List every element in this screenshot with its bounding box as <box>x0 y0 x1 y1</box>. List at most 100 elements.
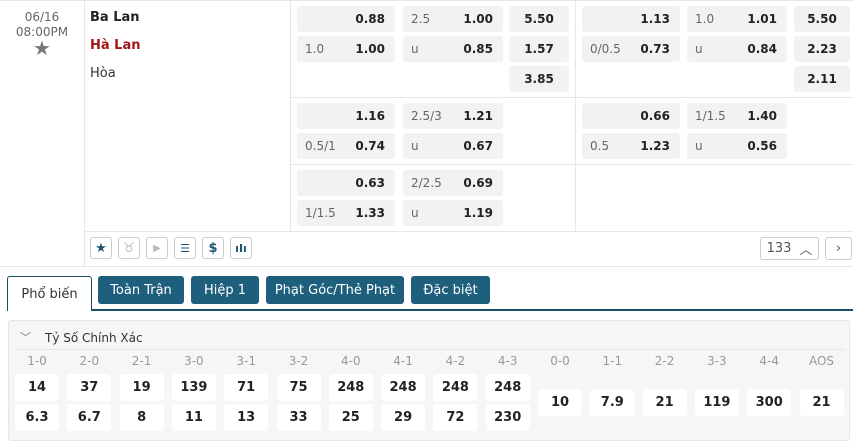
line-value: u <box>411 206 419 220</box>
chevron-right-icon: › <box>835 241 842 256</box>
odds-value: 0.88 <box>355 12 385 26</box>
score-odds[interactable]: 248 <box>381 374 426 401</box>
score-odds[interactable]: 248 <box>328 374 373 401</box>
score-label: 4-3 <box>497 354 518 368</box>
score-odds[interactable]: 14 <box>15 374 59 401</box>
line-value: u <box>695 42 703 56</box>
tab-phat-goc[interactable]: Phạt Góc/Thẻ Phạt <box>266 276 404 304</box>
odds-value: 0.67 <box>463 139 493 153</box>
score-odds[interactable]: 25 <box>328 404 373 431</box>
chevron-up-icon: ︿ <box>799 243 813 258</box>
score-odds[interactable]: 29 <box>381 404 426 431</box>
over-under-cell[interactable]: u 0.67 <box>403 133 503 159</box>
1x2-cell[interactable]: 2.11 <box>794 66 850 92</box>
score-odds[interactable]: 6.7 <box>67 404 112 431</box>
favorite-star-icon[interactable]: ★ <box>33 36 51 60</box>
score-odds[interactable]: 13 <box>224 404 269 431</box>
score-label: 4-1 <box>393 354 413 368</box>
score-odds[interactable]: 7.9 <box>590 389 635 416</box>
handicap-cell[interactable]: 0.63 <box>297 170 395 196</box>
odds-value: 1.21 <box>463 109 493 123</box>
score-odds[interactable]: 75 <box>276 374 321 401</box>
odds-value: 1.00 <box>463 12 493 26</box>
score-odds[interactable]: 248 <box>485 374 530 401</box>
handicap-cell[interactable]: 1/1.5 1.33 <box>297 200 395 226</box>
star-icon[interactable]: ★ <box>90 237 112 259</box>
score-odds[interactable]: 8 <box>119 404 164 431</box>
odds-value: 5.50 <box>807 12 837 26</box>
1x2-cell[interactable]: 5.50 <box>794 6 850 32</box>
over-under-cell[interactable]: 1.0 1.01 <box>687 6 787 32</box>
score-odds[interactable]: 21 <box>642 389 687 416</box>
over-under-cell[interactable]: u 0.84 <box>687 36 787 62</box>
1x2-cell[interactable]: 1.57 <box>509 36 569 62</box>
mascot-icon[interactable]: ♉ <box>118 237 140 259</box>
score-label: 4-2 <box>445 354 466 368</box>
list-icon[interactable]: ☰ <box>174 237 196 259</box>
handicap-cell[interactable]: 1.0 1.00 <box>297 36 395 62</box>
over-under-cell[interactable]: 1/1.5 1.40 <box>687 103 787 129</box>
1x2-cell[interactable]: 2.23 <box>794 36 850 62</box>
over-under-cell[interactable]: 2.5 1.00 <box>403 6 503 32</box>
handicap-cell[interactable]: 1.16 <box>297 103 395 129</box>
odds-value: 0.56 <box>747 139 777 153</box>
next-button[interactable]: › <box>825 237 852 260</box>
score-label: 0-0 <box>550 354 570 368</box>
score-odds[interactable]: 139 <box>171 374 216 401</box>
tab-hiep-1[interactable]: Hiệp 1 <box>191 276 259 304</box>
line-value: 1.0 <box>305 42 325 56</box>
handicap-cell[interactable]: 1.13 <box>582 6 680 32</box>
over-under-cell[interactable]: u 0.56 <box>687 133 787 159</box>
line-value: 2.5 <box>411 12 431 26</box>
odds-value: 2.11 <box>807 72 837 86</box>
away-team[interactable]: Hà Lan <box>90 38 141 53</box>
score-odds[interactable]: 230 <box>485 404 530 431</box>
odds-value: 1.40 <box>747 109 777 123</box>
tab-toan-tran[interactable]: Toàn Trận <box>98 276 184 304</box>
handicap-cell[interactable]: 0.5/1 0.74 <box>297 133 395 159</box>
dollar-icon[interactable]: $ <box>202 237 224 259</box>
over-under-cell[interactable]: 2/2.5 0.69 <box>403 170 503 196</box>
over-under-cell[interactable]: u 1.19 <box>403 200 503 226</box>
odds-value: 2.23 <box>807 42 837 56</box>
score-odds[interactable]: 10 <box>538 389 582 416</box>
tab-dac-biet[interactable]: Đặc biệt <box>411 276 490 304</box>
score-label: 2-1 <box>131 354 152 368</box>
chart-icon[interactable]: ıIı <box>230 237 252 259</box>
score-odds[interactable]: 33 <box>276 404 321 431</box>
odds-value: 1.00 <box>355 42 385 56</box>
over-under-cell[interactable]: u 0.85 <box>403 36 503 62</box>
score-odds[interactable]: 248 <box>433 374 478 401</box>
line-value: u <box>695 139 703 153</box>
score-odds[interactable]: 119 <box>694 389 739 416</box>
chevron-down-icon[interactable]: ﹀ <box>20 331 31 344</box>
line-value: 0.5/1 <box>305 139 336 153</box>
home-team[interactable]: Ba Lan <box>90 10 140 25</box>
line-value: 0.5 <box>590 139 610 153</box>
score-label: 3-0 <box>184 354 204 368</box>
match-time: 08:00PM <box>15 25 69 39</box>
1x2-cell[interactable]: 5.50 <box>509 6 569 32</box>
more-markets-button[interactable]: 133 ︿ <box>760 237 819 260</box>
score-odds[interactable]: 21 <box>799 389 844 416</box>
1x2-cell[interactable]: 3.85 <box>509 66 569 92</box>
score-odds[interactable]: 19 <box>119 374 164 401</box>
play-icon[interactable]: ▶ <box>146 237 168 259</box>
correct-score-title[interactable]: Tỷ Số Chính Xác <box>45 331 143 345</box>
score-odds[interactable]: 300 <box>747 389 792 416</box>
score-odds[interactable]: 11 <box>171 404 216 431</box>
line-value: 0/0.5 <box>590 42 621 56</box>
score-odds[interactable]: 37 <box>67 374 112 401</box>
handicap-cell[interactable]: 0.88 <box>297 6 395 32</box>
handicap-cell[interactable]: 0/0.5 0.73 <box>582 36 680 62</box>
score-odds[interactable]: 6.3 <box>15 404 59 431</box>
handicap-cell[interactable]: 0.5 1.23 <box>582 133 680 159</box>
line-value: 1.0 <box>695 12 715 26</box>
tab-pho-bien[interactable]: Phổ biến <box>7 276 92 311</box>
line-value: u <box>411 139 419 153</box>
score-odds[interactable]: 71 <box>224 374 269 401</box>
score-odds[interactable]: 72 <box>433 404 478 431</box>
over-under-cell[interactable]: 2.5/3 1.21 <box>403 103 503 129</box>
odds-value: 1.16 <box>355 109 385 123</box>
handicap-cell[interactable]: 0.66 <box>582 103 680 129</box>
